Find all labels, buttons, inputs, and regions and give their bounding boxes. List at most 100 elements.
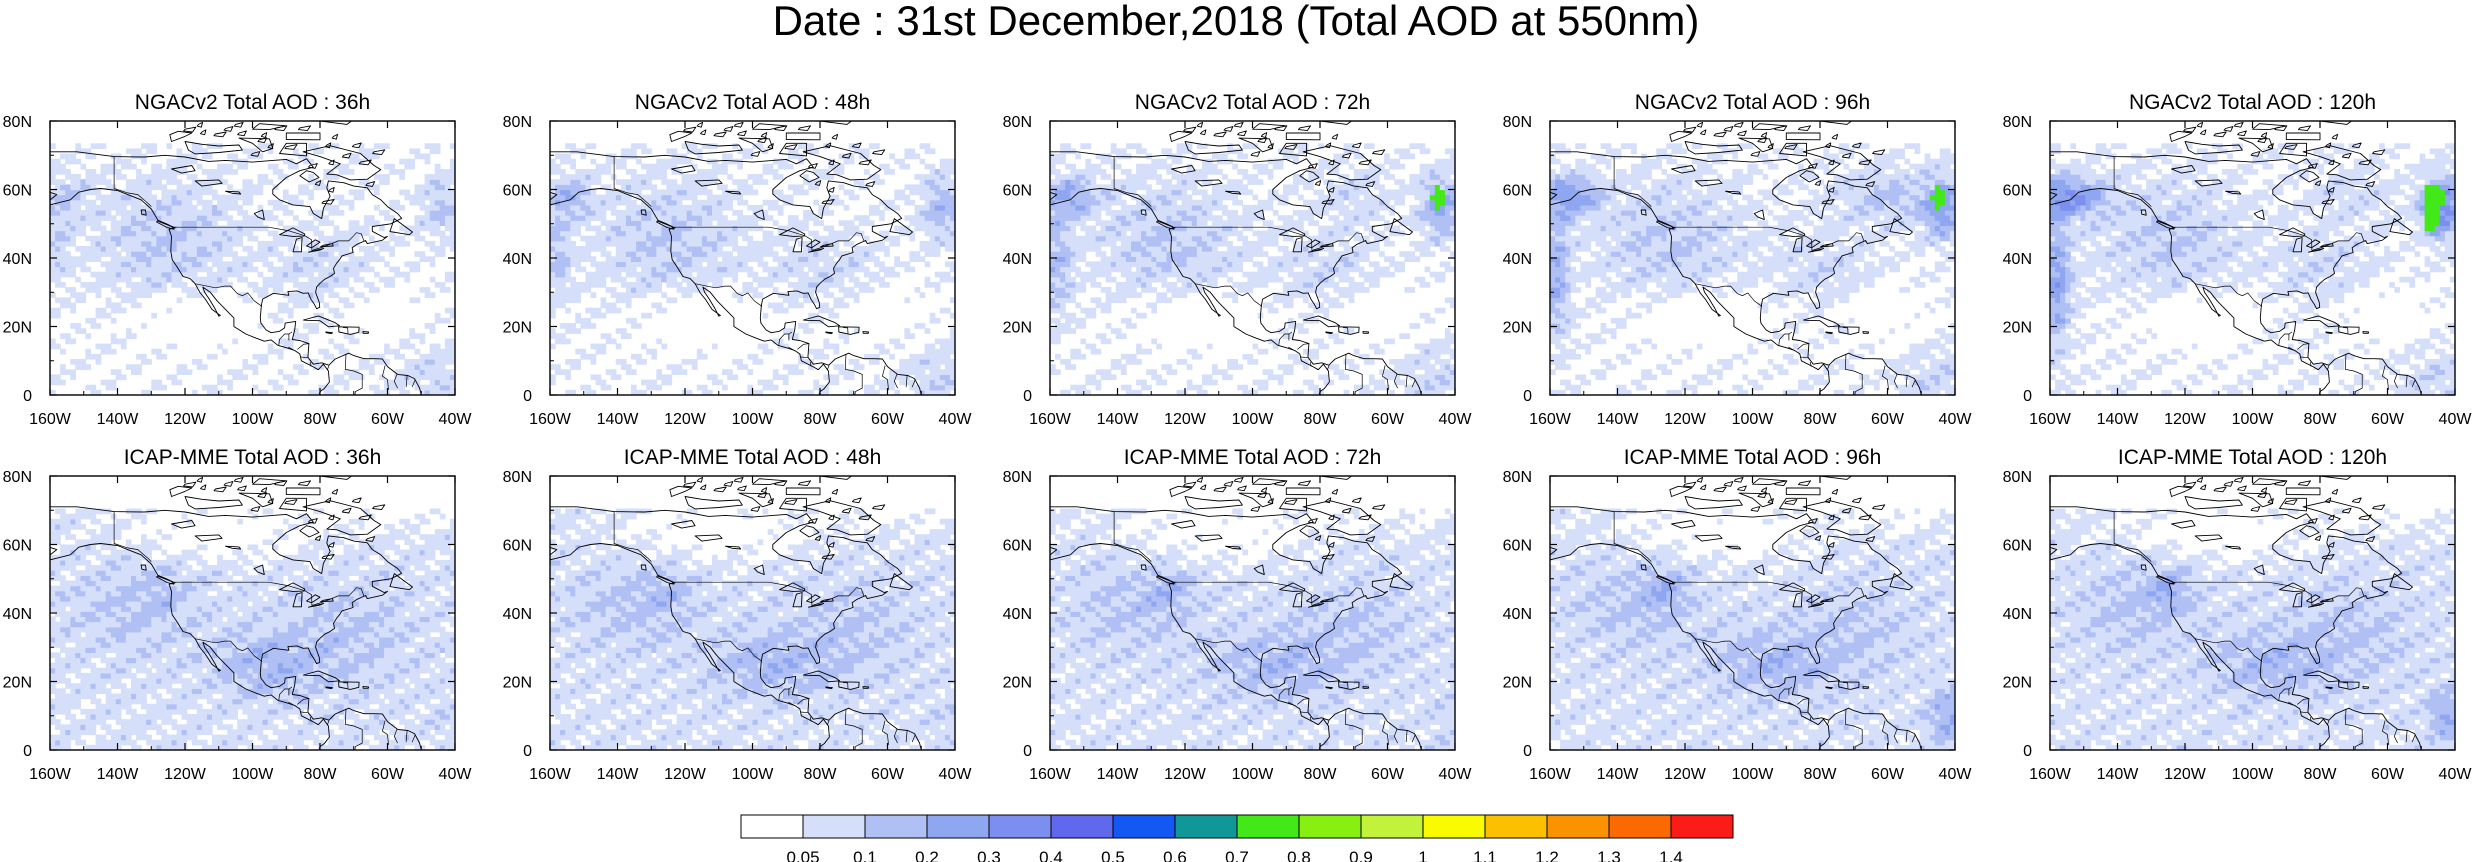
lat-tick-label: 40N xyxy=(1003,606,1032,623)
lon-tick-label: 160W xyxy=(1529,766,1572,783)
lon-tick-label: 100W xyxy=(232,411,275,428)
aod-field xyxy=(2050,476,2455,750)
colorbar-label: 0.2 xyxy=(915,848,939,862)
lon-tick-label: 40W xyxy=(1939,411,1973,428)
colorbar-label: 0.9 xyxy=(1349,848,1373,862)
country-borders xyxy=(1613,511,1916,750)
lat-tick-label: 80N xyxy=(3,114,32,131)
colorbar-swatch xyxy=(1546,814,1610,839)
panel-title: NGACv2 Total AOD : 120h xyxy=(2129,91,2376,114)
lat-tick-label: 40N xyxy=(503,251,532,268)
aod-field xyxy=(550,121,955,395)
lon-tick-label: 120W xyxy=(1164,411,1207,428)
coastlines xyxy=(50,121,422,395)
lon-tick-label: 120W xyxy=(164,766,207,783)
map-panel: ICAP-MME Total AOD : 36h 160W 140W 120W 100W… xyxy=(3,446,473,783)
country-borders xyxy=(2113,156,2416,395)
aod-field xyxy=(550,476,955,750)
lat-tick-label: 20N xyxy=(1503,675,1532,692)
country-borders xyxy=(1113,511,1416,750)
lat-tick-label: 80N xyxy=(503,469,532,486)
aod-field xyxy=(50,121,455,395)
aod-field xyxy=(2050,121,2455,395)
lat-tick-label: 40N xyxy=(2003,606,2032,623)
lon-tick-label: 160W xyxy=(1529,411,1572,428)
lon-tick-label: 120W xyxy=(2164,411,2207,428)
lon-tick-label: 100W xyxy=(1732,411,1775,428)
lat-tick-label: 20N xyxy=(3,320,32,337)
panel-title: ICAP-MME Total AOD : 36h xyxy=(124,446,382,469)
colorbar-swatch xyxy=(1360,814,1424,839)
country-borders xyxy=(113,511,416,750)
lon-tick-label: 80W xyxy=(304,766,338,783)
lon-tick-label: 80W xyxy=(2304,766,2338,783)
lon-tick-label: 80W xyxy=(1304,411,1338,428)
lon-tick-label: 80W xyxy=(1804,411,1838,428)
lon-tick-label: 40W xyxy=(1939,766,1973,783)
lat-tick-label: 0 xyxy=(1023,743,1032,760)
lon-tick-label: 40W xyxy=(439,411,473,428)
map-panel: ICAP-MME Total AOD : 48h 160W 140W 120W 100W… xyxy=(503,446,973,783)
colorbar-label: 1 xyxy=(1418,848,1427,862)
country-borders xyxy=(113,156,416,395)
colorbar-swatch xyxy=(802,814,866,839)
lon-tick-label: 160W xyxy=(29,766,72,783)
colorbar-label: 0.7 xyxy=(1225,848,1249,862)
lat-tick-label: 0 xyxy=(23,388,32,405)
lon-tick-label: 40W xyxy=(439,766,473,783)
lon-tick-label: 40W xyxy=(2439,766,2472,783)
map-panel: NGACv2 Total AOD : 36h 160W 140W 120W 100W 80… xyxy=(3,91,473,428)
lon-tick-label: 80W xyxy=(1804,766,1838,783)
lon-tick-label: 120W xyxy=(664,766,707,783)
lat-tick-label: 80N xyxy=(503,114,532,131)
lat-tick-label: 40N xyxy=(2003,251,2032,268)
lon-tick-label: 140W xyxy=(97,766,140,783)
lon-tick-label: 120W xyxy=(164,411,207,428)
lon-tick-label: 40W xyxy=(939,766,973,783)
colorbar-swatch xyxy=(1298,814,1362,839)
colorbar-swatch xyxy=(1670,814,1734,839)
lon-tick-label: 100W xyxy=(2232,766,2275,783)
colorbar-label: 0.8 xyxy=(1287,848,1311,862)
lon-tick-label: 60W xyxy=(371,766,405,783)
lat-tick-label: 80N xyxy=(1003,114,1032,131)
lat-tick-label: 60N xyxy=(2003,183,2032,200)
lon-tick-label: 140W xyxy=(1097,766,1140,783)
lon-tick-label: 80W xyxy=(804,411,838,428)
lon-tick-label: 120W xyxy=(1664,411,1707,428)
lat-tick-label: 0 xyxy=(2023,743,2032,760)
main-title: Date : 31st December,2018 (Total AOD at … xyxy=(0,0,2472,42)
lon-tick-label: 160W xyxy=(1029,411,1072,428)
lon-tick-label: 140W xyxy=(1597,411,1640,428)
map-panel: NGACv2 Total AOD : 120h 160W 140W 120W 100W 8… xyxy=(2003,91,2472,428)
colorbar-swatch xyxy=(926,814,990,839)
lon-tick-label: 80W xyxy=(804,766,838,783)
lon-tick-label: 140W xyxy=(1597,766,1640,783)
lat-tick-label: 60N xyxy=(3,183,32,200)
lon-tick-label: 160W xyxy=(2029,766,2072,783)
lon-tick-label: 120W xyxy=(2164,766,2207,783)
lon-tick-label: 140W xyxy=(597,411,640,428)
lon-tick-label: 140W xyxy=(2097,411,2140,428)
lon-tick-label: 60W xyxy=(1371,411,1405,428)
lon-tick-label: 80W xyxy=(2304,411,2338,428)
lon-tick-label: 40W xyxy=(1439,766,1473,783)
lat-tick-label: 80N xyxy=(2003,114,2032,131)
lat-tick-label: 60N xyxy=(1503,538,1532,555)
coastlines xyxy=(50,476,422,750)
lat-tick-label: 80N xyxy=(1503,114,1532,131)
lon-tick-label: 60W xyxy=(2371,411,2405,428)
colorbar-swatch xyxy=(1174,814,1238,839)
colorbar-swatch xyxy=(1050,814,1114,839)
lat-tick-label: 60N xyxy=(503,183,532,200)
lon-tick-label: 100W xyxy=(2232,411,2275,428)
colorbar-label: 0.6 xyxy=(1163,848,1187,862)
lon-tick-label: 160W xyxy=(529,766,572,783)
panel-title: ICAP-MME Total AOD : 96h xyxy=(1624,446,1882,469)
panel-title: ICAP-MME Total AOD : 72h xyxy=(1124,446,1382,469)
lat-tick-label: 40N xyxy=(1503,251,1532,268)
panel-title: NGACv2 Total AOD : 36h xyxy=(135,91,370,114)
lat-tick-label: 40N xyxy=(503,606,532,623)
lat-tick-label: 0 xyxy=(1523,388,1532,405)
